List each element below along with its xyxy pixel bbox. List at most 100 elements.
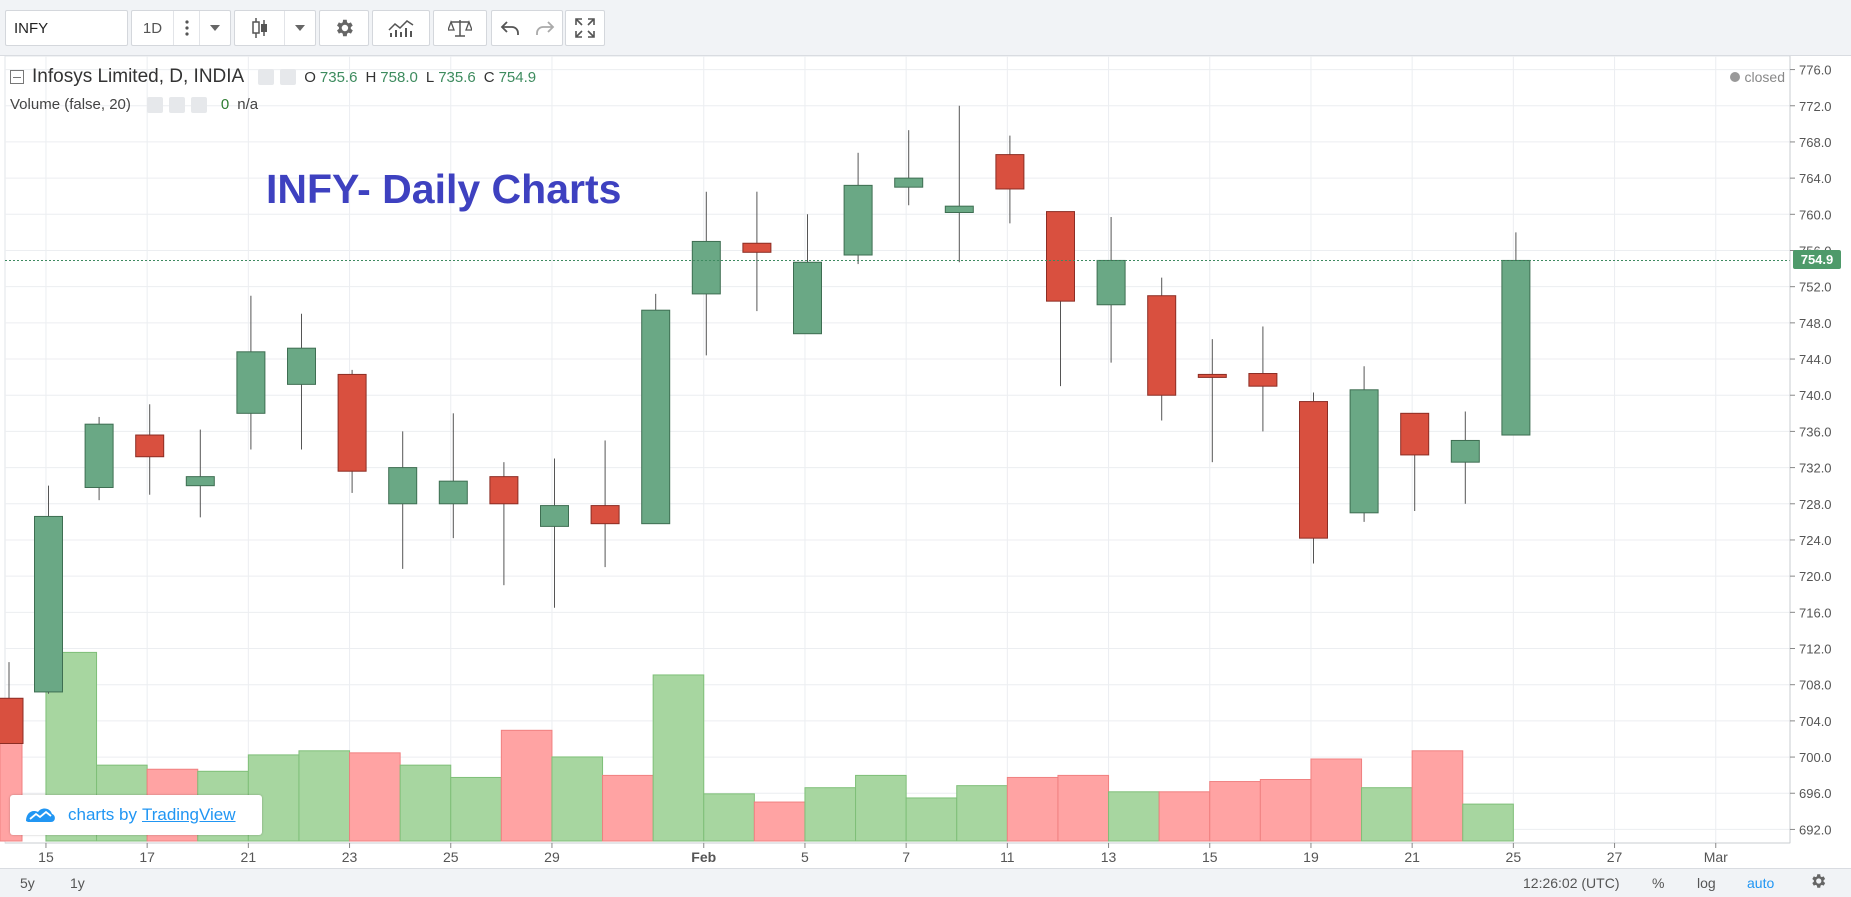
candle-up	[944, 105, 974, 263]
price-tick-label: 712.0	[1799, 642, 1832, 657]
close-label: C	[483, 68, 495, 86]
candle-body	[84, 423, 114, 488]
volume-bar-up	[855, 774, 907, 842]
volume-bar-up	[399, 764, 452, 842]
percent-scale-button[interactable]: %	[1652, 875, 1665, 891]
volume-bars	[0, 651, 1514, 842]
candle-body	[438, 480, 468, 505]
high-label: H	[365, 68, 377, 86]
price-tick-label: 776.0	[1799, 63, 1832, 78]
candle-body	[1197, 373, 1227, 378]
time-tick-label: 5	[801, 849, 809, 865]
high-value: 758.0	[380, 68, 418, 86]
volume-bar-up	[804, 787, 857, 842]
indicators-button[interactable]	[372, 10, 430, 46]
candle-up	[1096, 217, 1126, 363]
volume-bar-up	[1462, 803, 1514, 842]
time-tick-label: 29	[544, 849, 560, 865]
close-value: 754.9	[498, 68, 537, 86]
candle-body	[894, 177, 924, 188]
volume-bar-up	[1108, 791, 1160, 842]
time-tick-label: 13	[1101, 849, 1117, 865]
volume-legend: Volume (false, 20) 0 n/a	[10, 96, 258, 113]
interval-dropdown-icon[interactable]	[200, 11, 230, 45]
volume-bar-up	[551, 756, 604, 842]
symbol-search-input[interactable]: INFY	[5, 10, 128, 46]
candle-up	[540, 458, 569, 608]
chart-type-selector[interactable]	[234, 10, 316, 46]
time-tick-label: 7	[902, 849, 910, 865]
candle-body	[135, 434, 165, 458]
time-axis[interactable]: 15 17 21 23 25 29 Feb 5 7 11 13 15 19 21 25 27 Mar	[5, 842, 1790, 865]
fullscreen-button[interactable]	[565, 10, 605, 46]
gear-icon	[337, 19, 353, 37]
candle-down	[337, 369, 367, 493]
tradingview-logo-icon	[26, 808, 55, 822]
price-axis[interactable]: 692.0 696.0 700.0 704.0 708.0 712.0 716.0 720.0…	[1789, 56, 1851, 843]
interval-button[interactable]: 1D	[132, 11, 174, 45]
volume-bar-down	[1158, 791, 1211, 842]
symbol-legend: Infosys Limited, D, INDIA O 735.6 H 758.…	[10, 66, 536, 88]
redo-icon[interactable]	[528, 11, 562, 45]
candlesticks	[0, 105, 1531, 744]
candle-down	[135, 404, 165, 495]
price-tick-label: 740.0	[1799, 388, 1832, 403]
tradingview-link[interactable]: TradingView	[141, 805, 236, 824]
candle-up	[287, 313, 316, 450]
status-dot-icon	[1729, 72, 1740, 82]
candle-body	[590, 505, 620, 525]
candle-down	[1197, 339, 1227, 463]
candle-body	[236, 351, 266, 414]
volume-na: n/a	[237, 96, 259, 113]
collapse-legend-icon[interactable]	[10, 70, 24, 84]
volume-close-icon[interactable]	[190, 96, 207, 113]
price-chart[interactable]: 692.0 696.0 700.0 704.0 708.0 712.0 716.0 720.0…	[0, 56, 1851, 868]
price-tick-label: 760.0	[1799, 207, 1832, 222]
last-price-label: 754.9	[1793, 250, 1841, 270]
compare-button[interactable]	[433, 10, 487, 46]
range-1y-button[interactable]: 1y	[70, 875, 85, 891]
candle-up	[1349, 366, 1379, 522]
price-tick-label: 700.0	[1799, 750, 1832, 765]
candle-down	[1299, 392, 1328, 564]
price-tick-label: 732.0	[1799, 461, 1832, 476]
tradingview-watermark[interactable]: charts by TradingView	[10, 795, 262, 835]
time-tick-label: Feb	[691, 849, 716, 865]
scale-settings-icon[interactable]	[1809, 872, 1827, 893]
volume-bar-down	[602, 774, 654, 842]
volume-bar-up	[652, 674, 705, 842]
chart-type-dropdown-icon[interactable]	[285, 11, 315, 45]
range-5y-button[interactable]: 5y	[20, 875, 35, 891]
candle-body	[1299, 401, 1328, 539]
candle-body	[1450, 439, 1480, 463]
eye-icon[interactable]	[258, 69, 275, 85]
candle-down	[1147, 277, 1177, 421]
time-tick-label: Mar	[1704, 849, 1728, 865]
auto-scale-button[interactable]: auto	[1747, 875, 1775, 891]
undo-icon[interactable]	[492, 11, 528, 45]
log-scale-button[interactable]: log	[1697, 875, 1716, 891]
candle-body	[641, 309, 671, 525]
fullscreen-icon	[575, 18, 595, 38]
watermark-text: charts by	[68, 805, 137, 824]
volume-value: 0	[220, 96, 230, 113]
more-intervals-icon[interactable]	[174, 11, 200, 45]
price-tick-label: 692.0	[1799, 822, 1832, 837]
chart-title-annotation[interactable]: INFY- Daily Charts	[266, 166, 622, 212]
indicators-icon	[388, 20, 414, 37]
volume-settings-icon[interactable]	[168, 96, 185, 113]
candle-up	[84, 416, 114, 501]
price-tick-label: 764.0	[1799, 171, 1832, 186]
volume-bar-down	[1006, 776, 1059, 842]
open-value: 735.6	[319, 68, 358, 86]
interval-selector[interactable]: 1D	[131, 10, 231, 46]
candles-icon[interactable]	[235, 11, 285, 45]
volume-eye-icon[interactable]	[146, 96, 163, 113]
low-value: 735.6	[438, 68, 476, 86]
volume-bar-down	[1411, 750, 1464, 842]
settings-button[interactable]	[319, 10, 369, 46]
settings-small-icon[interactable]	[280, 69, 297, 85]
time-tick-label: 17	[139, 849, 155, 865]
volume-bar-up	[450, 776, 502, 842]
